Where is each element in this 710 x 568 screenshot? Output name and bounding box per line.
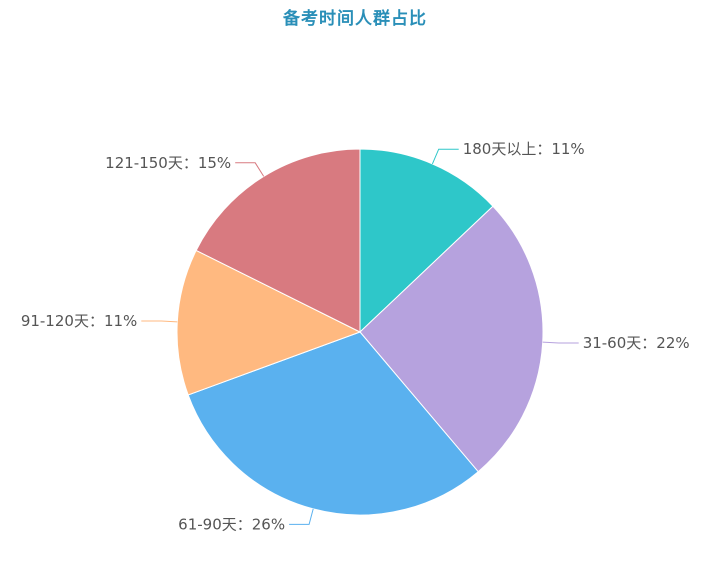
label-leader-line — [289, 508, 314, 525]
label-leader-line — [235, 162, 265, 177]
slice-label: 91-120天：11% — [21, 312, 137, 330]
pie-slice[interactable] — [359, 148, 494, 334]
label-leader-line — [431, 148, 459, 165]
chart-title: 备考时间人群占比 — [283, 9, 427, 29]
slice-label: 61-90天：26% — [178, 515, 285, 533]
slice-label: 31-60天：22% — [583, 334, 690, 352]
slice-labels: 180天以上：11% 31-60天：22% 61-90天：26% 91-120天：11… — [21, 140, 690, 533]
slice-label: 180天以上：11% — [463, 140, 585, 158]
label-leaders — [141, 148, 579, 525]
label-leader-line — [542, 341, 579, 344]
label-leader-line — [141, 320, 178, 323]
pie-slices — [176, 148, 544, 516]
pie-slice[interactable] — [359, 205, 544, 473]
slice-label: 121-150天：15% — [105, 154, 231, 172]
